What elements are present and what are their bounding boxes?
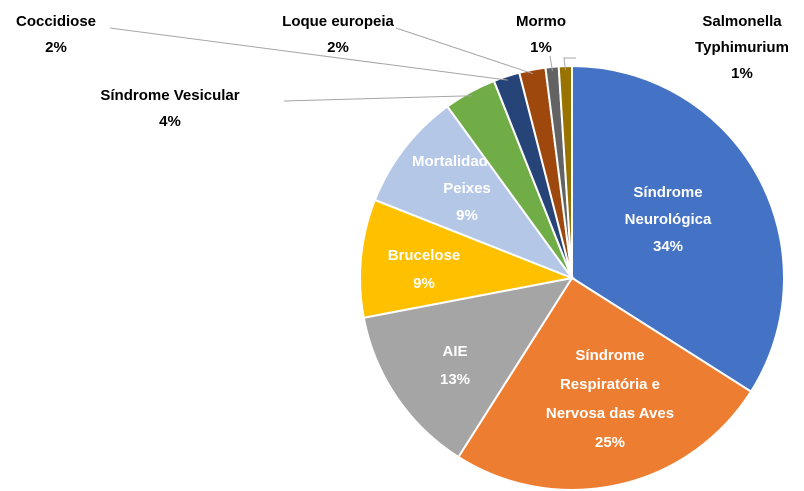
leader-line <box>395 27 534 75</box>
value-label: 9% <box>456 207 478 224</box>
value-label: 2% <box>45 39 67 56</box>
leader-line <box>549 55 553 72</box>
category-label: Coccidiose <box>16 13 96 30</box>
pie-slice <box>362 276 575 459</box>
value-label: 4% <box>159 113 181 130</box>
data-label: Loque europeia <box>282 13 394 30</box>
pie-slice <box>359 198 576 319</box>
data-label: AIE <box>442 343 467 360</box>
category-label: Peixes <box>443 180 491 197</box>
value-label: 13% <box>440 371 470 388</box>
data-label: Coccidiose <box>16 13 96 30</box>
pie-slice <box>457 276 753 491</box>
category-label: Síndrome Vesicular <box>100 87 239 104</box>
data-label: Brucelose <box>388 247 461 264</box>
category-label: Loque europeia <box>282 13 394 30</box>
value-label: 2% <box>327 39 349 56</box>
data-label: Síndrome Vesicular <box>100 87 239 104</box>
value-label: 25% <box>595 434 625 451</box>
data-label: Mormo <box>516 13 566 30</box>
data-label: Salmonella Typhimurium <box>695 13 789 56</box>
category-label: Síndrome <box>633 184 702 201</box>
leader-line <box>283 95 472 102</box>
category-label: Respiratória e <box>560 376 660 393</box>
pie-slice <box>373 105 575 281</box>
category-label: Typhimurium <box>695 39 789 56</box>
category-label: Nervosa das Aves <box>546 405 674 422</box>
category-label: AIE <box>442 343 467 360</box>
value-label: 1% <box>530 39 552 56</box>
category-label: Brucelose <box>388 247 461 264</box>
leader-line <box>563 57 576 71</box>
data-label: Síndrome Respiratória e Nervosa das Aves <box>546 347 674 422</box>
value-label: 1% <box>731 65 753 82</box>
category-label: Salmonella <box>702 13 782 30</box>
value-label: 34% <box>653 238 683 255</box>
category-label: Neurológica <box>625 211 712 228</box>
category-label: Síndrome <box>575 347 644 364</box>
value-label: 9% <box>413 275 435 292</box>
data-label: Síndrome Neurológica <box>625 184 712 228</box>
category-label: Mormo <box>516 13 566 30</box>
pie-slice <box>571 64 785 393</box>
leader-line <box>109 27 508 81</box>
